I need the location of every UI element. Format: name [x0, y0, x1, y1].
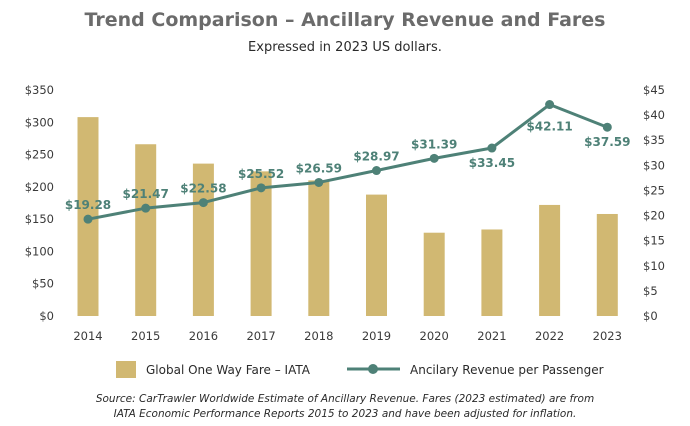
chart-title: Trend Comparison – Ancillary Revenue and… [85, 9, 606, 31]
x-tick-label: 2021 [477, 329, 506, 343]
right-axis: $0 $5 $10 $15 $20 $25 $30 $35 $40 $45 [643, 83, 665, 323]
bar-2020 [423, 232, 445, 316]
right-tick-label: $20 [643, 209, 665, 223]
revenue-label-2020: $31.39 [411, 137, 457, 151]
revenue-label-2015: $21.47 [123, 187, 169, 201]
x-tick-label: 2020 [420, 329, 449, 343]
right-tick-label: $10 [643, 259, 665, 273]
left-tick-label: $300 [25, 115, 54, 129]
bar-series [77, 117, 618, 317]
revenue-label-2016: $22.58 [180, 182, 226, 196]
left-tick-label: $100 [25, 244, 54, 258]
x-tick-label: 2023 [593, 329, 622, 343]
source-line-2: IATA Economic Performance Reports 2015 t… [114, 408, 577, 420]
chart-subtitle: Expressed in 2023 US dollars. [248, 40, 442, 55]
right-tick-label: $0 [643, 309, 658, 323]
legend-bar-label: Global One Way Fare – IATA [146, 363, 311, 377]
revenue-label-2018: $26.59 [296, 161, 342, 175]
right-tick-label: $45 [643, 83, 665, 97]
source-line-1: Source: CarTrawler Worldwide Estimate of… [96, 393, 594, 405]
revenue-point-2023 [602, 122, 612, 132]
left-tick-label: $250 [25, 148, 54, 162]
revenue-label-2021: $33.45 [469, 156, 515, 170]
x-tick-label: 2017 [246, 329, 275, 343]
bar-2019 [366, 194, 387, 316]
right-tick-label: $35 [643, 133, 665, 147]
revenue-point-2014 [83, 214, 93, 224]
left-axis: $0 $50 $100 $150 $200 $250 $300 $350 [25, 83, 54, 323]
revenue-label-2014: $19.28 [65, 198, 111, 212]
bar-2021 [481, 229, 503, 316]
revenue-point-2022 [545, 100, 555, 110]
right-tick-label: $15 [643, 234, 665, 248]
bar-2017 [250, 171, 272, 316]
left-tick-label: $350 [25, 83, 54, 97]
x-tick-label: 2016 [189, 329, 218, 343]
bar-2022 [539, 204, 561, 316]
revenue-point-2016 [198, 198, 208, 208]
legend-line-marker [368, 364, 378, 374]
revenue-point-2015 [141, 203, 151, 213]
bar-2015 [135, 144, 157, 316]
line-series [83, 100, 612, 224]
left-tick-label: $50 [32, 277, 54, 291]
revenue-label-2017: $25.52 [238, 167, 284, 181]
x-axis: 2014 2015 2016 2017 2018 2019 2020 2021 2022 2023 [73, 329, 622, 343]
right-tick-label: $5 [643, 284, 658, 298]
right-tick-label: $40 [643, 108, 665, 122]
x-tick-label: 2019 [362, 329, 391, 343]
legend: Global One Way Fare – IATA Ancilary Reve… [116, 361, 604, 378]
legend-line-label: Ancilary Revenue per Passenger [410, 363, 604, 377]
right-tick-label: $25 [643, 183, 665, 197]
x-tick-label: 2014 [73, 329, 102, 343]
bar-2023 [596, 213, 618, 316]
revenue-point-2020 [429, 153, 439, 163]
left-tick-label: $0 [39, 309, 54, 323]
x-tick-label: 2015 [131, 329, 160, 343]
revenue-line [87, 103, 608, 221]
revenue-label-2019: $28.97 [353, 150, 399, 164]
line-data-labels: $19.28 $21.47 $22.58 $25.52 $26.59 $28.97 $31.… [65, 120, 631, 213]
left-tick-label: $150 [25, 212, 54, 226]
revenue-point-2017 [256, 183, 266, 193]
revenue-point-2019 [372, 166, 381, 176]
revenue-point-2018 [314, 177, 324, 187]
x-tick-label: 2022 [535, 329, 564, 343]
left-tick-label: $200 [25, 180, 54, 194]
legend-bar-swatch [116, 361, 136, 378]
revenue-label-2023: $37.59 [584, 135, 630, 149]
x-tick-label: 2018 [304, 329, 333, 343]
revenue-point-2021 [487, 143, 497, 153]
right-tick-label: $30 [643, 158, 665, 172]
bar-2018 [308, 180, 330, 316]
revenue-label-2022: $42.11 [526, 120, 572, 134]
